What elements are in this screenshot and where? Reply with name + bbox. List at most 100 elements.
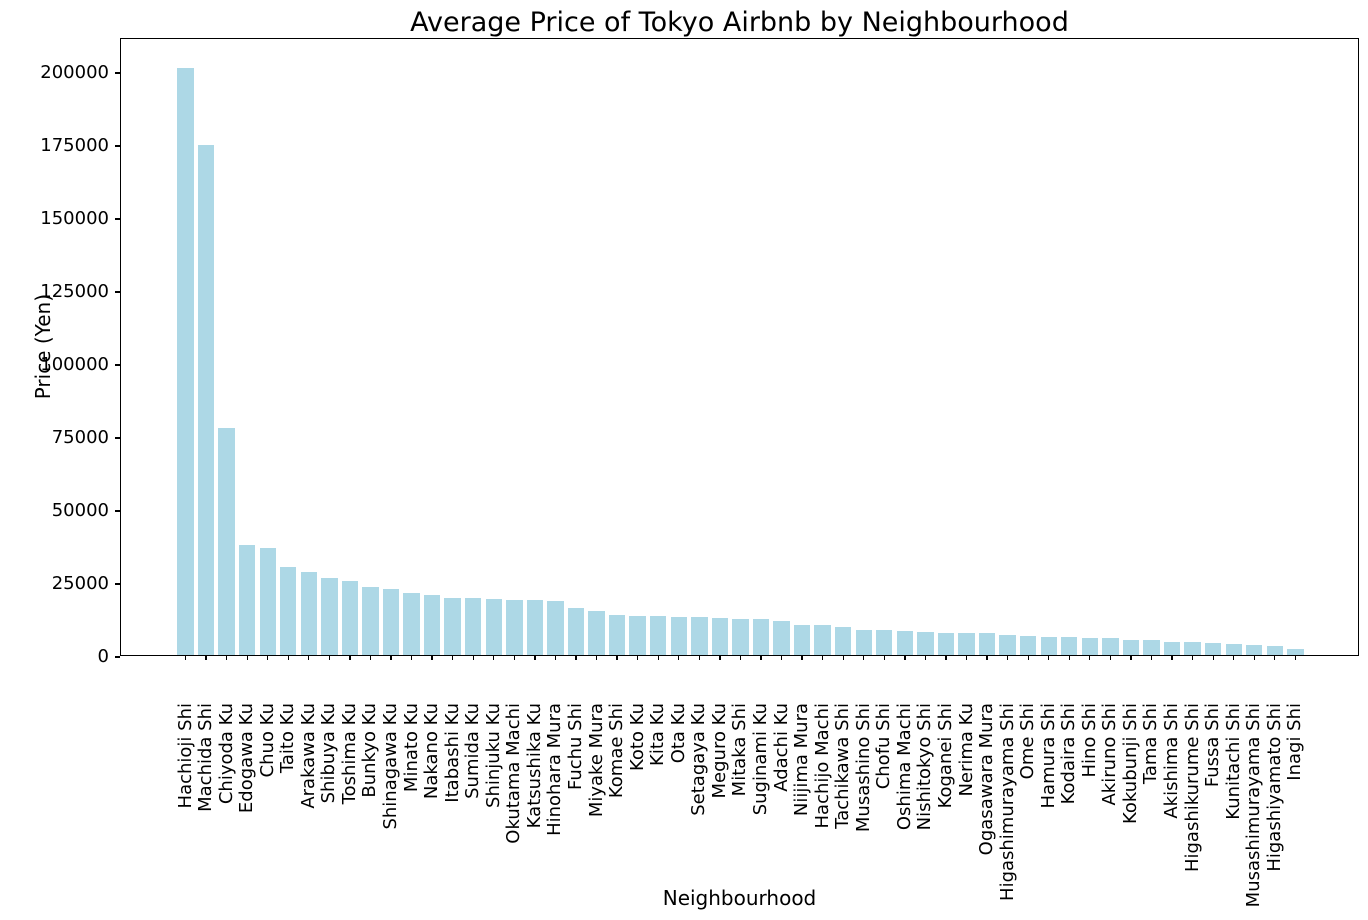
y-tick-label: 75000 [51, 427, 109, 448]
bar-katsushika-ku [526, 600, 544, 655]
x-tick-label: Sumida Ku [462, 703, 484, 799]
x-tick [1089, 655, 1091, 661]
x-tick-label: Shinjuku Ku [482, 703, 504, 808]
x-tick [308, 655, 310, 661]
bar-mitaka-shi [732, 618, 749, 655]
plot-area: Hachioji Shi Machida Shi Chiyoda Ku Edogawa… [40, 38, 1359, 907]
bar-toshima-ku [341, 580, 359, 655]
x-tick-label: Kodaira Shi [1058, 703, 1080, 805]
bar-oshima-machi [896, 630, 914, 655]
x-tick [328, 655, 331, 661]
x-tick-label: Hachijo Machi [811, 703, 833, 829]
y-tick-label: 0 [97, 646, 109, 667]
x-tick [431, 655, 433, 661]
x-tick [1130, 655, 1132, 661]
bar-shinjuku-ku [485, 598, 502, 655]
x-tick-label: Shibuya Ku [318, 703, 340, 804]
x-tick-label: Suginami Ku [749, 703, 771, 816]
x-tick [184, 655, 187, 661]
bar-higashimurayama-shi [999, 634, 1016, 655]
x-tick-label: Akishima Shi [1161, 703, 1183, 819]
x-tick [965, 655, 968, 661]
chart-title: Average Price of Tokyo Airbnb by Neighbo… [410, 7, 1069, 38]
bar-komae-shi [608, 614, 626, 655]
x-tick-label: Fuchu Shi [565, 703, 586, 791]
x-tick [1212, 655, 1214, 661]
x-tick [554, 655, 557, 661]
bar-kodaira-shi [1061, 637, 1078, 655]
x-tick-label: Niijima Mura [791, 703, 813, 817]
bar-hachijo-machi [814, 625, 831, 655]
x-tick [225, 655, 228, 661]
x-tick [719, 655, 721, 661]
x-tick [760, 655, 762, 661]
bar-chuo-ku [259, 547, 276, 655]
y-tick-label: 175000 [40, 135, 109, 156]
bar-tama-shi [1143, 640, 1160, 655]
x-tick [369, 655, 372, 661]
bar-musashino-shi [855, 629, 872, 655]
x-tick-label: Bunkyo Ku [359, 703, 381, 798]
y-tick-label: 200000 [40, 62, 109, 84]
x-tick-label: Tama Shi [1140, 703, 1162, 785]
x-tick [1027, 655, 1029, 661]
x-tick [986, 655, 988, 661]
bar-fussa-shi [1204, 643, 1222, 655]
x-tick-label: Kita Ku [647, 703, 669, 766]
bar-nishitokyo-shi [917, 631, 934, 655]
x-tick [924, 655, 927, 661]
x-tick [842, 655, 844, 661]
x-tick-label: Hino Shi [1078, 703, 1100, 778]
y-tick [114, 656, 120, 658]
bar-shinagawa-ku [382, 589, 400, 655]
y-tick [114, 218, 120, 220]
x-tick [801, 655, 803, 661]
x-tick-label: Nishitokyo Shi [914, 703, 936, 831]
x-tick-label: Arakawa Ku [297, 703, 319, 809]
x-tick-label: Adachi Ku [770, 703, 792, 792]
bar-meguro-ku [711, 617, 729, 655]
x-tick [472, 655, 474, 661]
x-tick-label: Kunitachi Shi [1222, 703, 1244, 820]
bar-setagaya-ku [691, 617, 708, 655]
bar-musashimurayama-shi [1246, 645, 1263, 655]
bar-okutama-machi [506, 599, 523, 655]
x-tick-label: Higashimurayama Shi [996, 703, 1018, 901]
x-tick [863, 655, 865, 661]
bar-koto-ku [629, 615, 646, 655]
y-tick [114, 510, 120, 512]
x-tick [1068, 655, 1070, 661]
x-tick [945, 655, 947, 661]
bar-edogawa-ku [238, 544, 256, 655]
x-tick-label: Musashimurayama Shi [1243, 703, 1265, 908]
bar-ota-ku [670, 616, 687, 655]
bar-hamura-shi [1040, 636, 1057, 655]
x-tick [1048, 655, 1050, 661]
x-tick [246, 655, 248, 661]
bar-hachioji-shi [177, 68, 194, 655]
x-tick-label: Ota Ku [667, 703, 689, 764]
x-tick-label: Shinagawa Ku [380, 703, 402, 830]
x-tick-label: Okutama Machi [503, 703, 525, 844]
bar-hino-shi [1081, 637, 1099, 655]
bar-tachikawa-shi [834, 627, 852, 655]
bar-chiyoda-ku [218, 428, 235, 655]
bar-koganei-shi [937, 632, 955, 655]
bar-niijima-mura [793, 624, 811, 655]
x-tick [534, 655, 536, 661]
bar-akishima-shi [1163, 641, 1181, 655]
x-tick [410, 655, 413, 661]
bar-akiruno-shi [1102, 637, 1119, 655]
x-tick-label: Higashiyamato Shi [1263, 703, 1285, 872]
x-tick [1233, 655, 1235, 661]
bar-hinohara-mura [547, 601, 564, 655]
y-tick [114, 72, 120, 74]
x-tick [678, 655, 680, 661]
bar-fuchu-shi [567, 607, 585, 655]
x-tick [657, 655, 659, 661]
y-tick-label: 150000 [40, 208, 109, 229]
x-tick [267, 655, 269, 661]
x-tick-label: Chuo Ku [256, 703, 278, 778]
bar-inagi-shi [1287, 648, 1304, 655]
x-tick-label: Tachikawa Shi [832, 703, 854, 829]
